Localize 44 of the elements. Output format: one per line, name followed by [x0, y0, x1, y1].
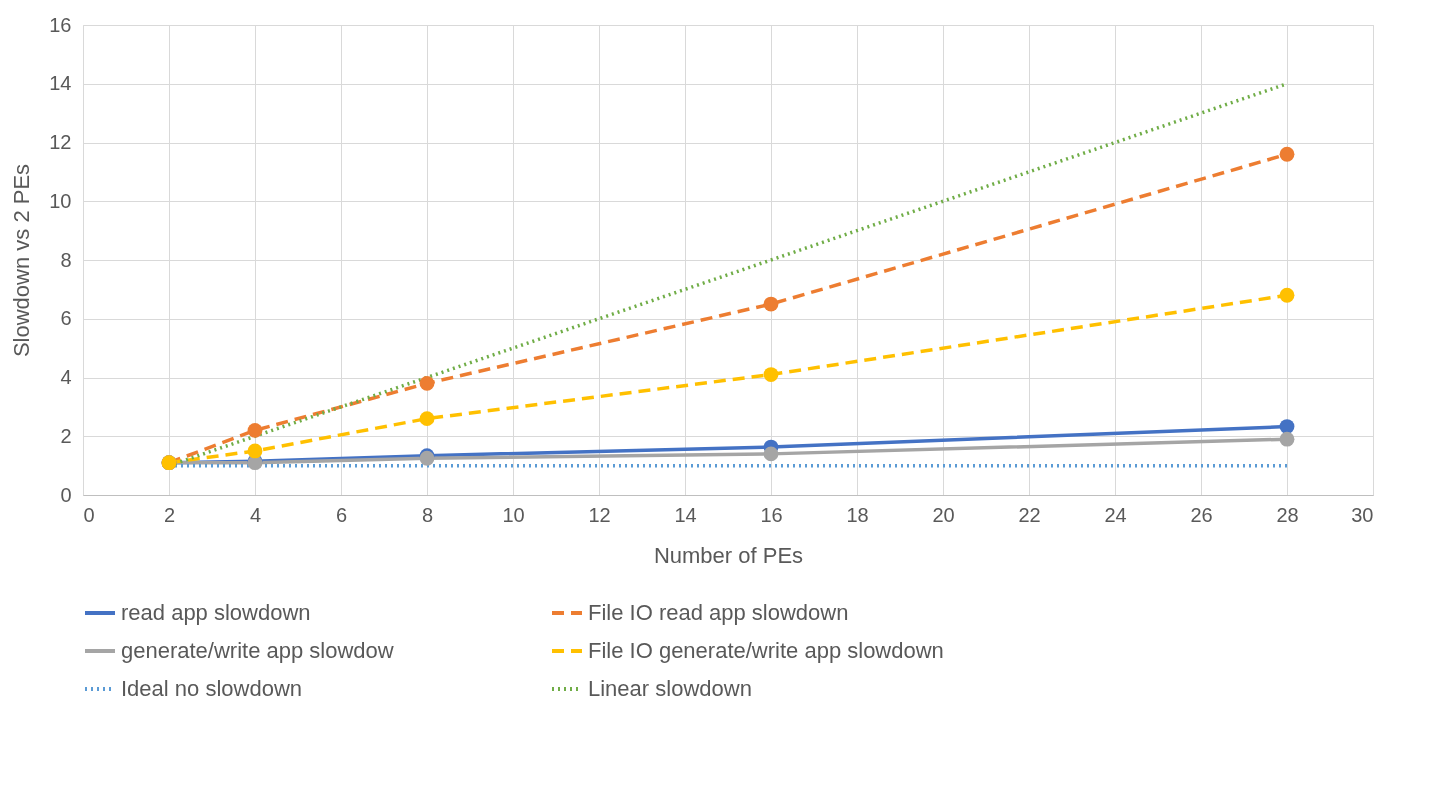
point [1279, 419, 1295, 434]
point [247, 443, 263, 459]
x-tick-label: 14 [674, 503, 697, 526]
x-axis-title: Number of PEs [653, 542, 804, 568]
y-tick-label: 14 [49, 72, 72, 95]
point [1279, 146, 1295, 162]
x-tick-label: 26 [1190, 503, 1213, 526]
legend-label: File IO read app slowdown [588, 600, 849, 625]
point [419, 375, 435, 391]
point [1279, 287, 1295, 303]
point [247, 422, 263, 438]
x-tick-label: 28 [1276, 503, 1299, 526]
x-tick-label: 10 [502, 503, 525, 526]
point [419, 411, 435, 427]
x-tick-label: 18 [846, 503, 869, 526]
legend-label: File IO generate/write app slowdown [588, 638, 944, 663]
x-tick-label: 24 [1104, 503, 1127, 526]
legend-label: generate/write app slowdow [121, 638, 394, 663]
y-tick-label: 12 [49, 131, 72, 153]
x-tick-label: 6 [335, 503, 348, 526]
x-tick-label: 16 [760, 503, 783, 526]
point [763, 446, 779, 462]
point [763, 296, 779, 312]
x-tick-label: 2 [163, 503, 176, 526]
y-tick-label: 6 [60, 307, 72, 330]
point [763, 367, 779, 382]
x-tick-label: 30 [1351, 503, 1374, 526]
y-axis-title: Slowdown vs 2 PEs [9, 163, 35, 358]
y-tick-label: 4 [60, 366, 72, 388]
y-tick-label: 10 [49, 189, 72, 212]
x-tick-label: 12 [588, 503, 611, 526]
y-tick-label: 0 [60, 483, 72, 506]
point [1279, 431, 1295, 447]
y-tick-label: 16 [49, 13, 72, 36]
x-tick-label: 20 [932, 503, 955, 526]
y-tick-label: 8 [60, 248, 72, 271]
x-tick-label: 8 [421, 503, 434, 526]
y-tick-label: 2 [60, 424, 72, 447]
legend-label: Linear slowdown [588, 676, 752, 701]
legend-label: read app slowdown [121, 600, 311, 625]
x-tick-label: 4 [249, 503, 262, 526]
legend-label: Ideal no slowdown [121, 676, 303, 701]
x-tick-label: 22 [1018, 503, 1041, 526]
x-tick-label: 0 [83, 503, 95, 526]
